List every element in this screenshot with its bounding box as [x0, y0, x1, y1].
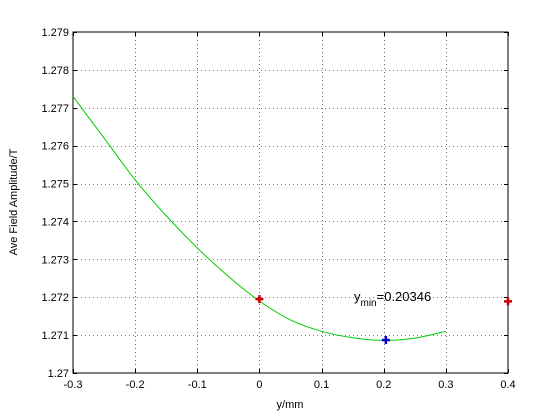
x-tick-label: 0.3 — [438, 379, 453, 391]
y-tick-label: 1.276 — [41, 141, 69, 153]
y-tick-label: 1.279 — [41, 27, 69, 39]
tick-labels: -0.3 -0.2 -0.1 0 0.1 0.2 0.3 0.4 1.27 1.271 1.272 1… — [41, 27, 515, 391]
plus-marker — [255, 295, 264, 304]
x-tick-label: 0 — [256, 379, 262, 391]
x-tick-label: 0.4 — [500, 379, 515, 391]
y-tick-label: 1.271 — [41, 330, 69, 342]
y-tick-label: 1.277 — [41, 103, 69, 115]
x-axis-label: y/mm — [277, 399, 304, 411]
x-tick-label: -0.3 — [64, 379, 83, 391]
y-tick-label: 1.273 — [41, 254, 69, 266]
y-tick-label: 1.272 — [41, 292, 69, 304]
annotation-value: =0.20346 — [377, 289, 432, 304]
y-tick-label: 1.27 — [48, 368, 69, 380]
plot-area — [73, 32, 508, 373]
x-tick-label: 0.1 — [314, 379, 329, 391]
plot-frame — [72, 31, 509, 374]
markers — [255, 295, 512, 345]
grid — [73, 32, 508, 373]
y-tick-label: 1.274 — [41, 216, 69, 228]
y-tick-label: 1.275 — [41, 179, 69, 191]
y-axis-label: Ave Field Amplitude/T — [8, 148, 20, 255]
plus-marker — [381, 336, 390, 345]
ticks — [73, 32, 509, 374]
plus-marker — [504, 297, 512, 306]
annotation-sub: min — [361, 298, 377, 309]
x-tick-label: 0.2 — [376, 379, 391, 391]
annotation-main: y — [354, 289, 361, 304]
x-tick-label: -0.2 — [126, 379, 145, 391]
y-tick-label: 1.278 — [41, 65, 69, 77]
x-tick-label: -0.1 — [188, 379, 207, 391]
y-min-annotation: ymin=0.20346 — [354, 289, 431, 309]
